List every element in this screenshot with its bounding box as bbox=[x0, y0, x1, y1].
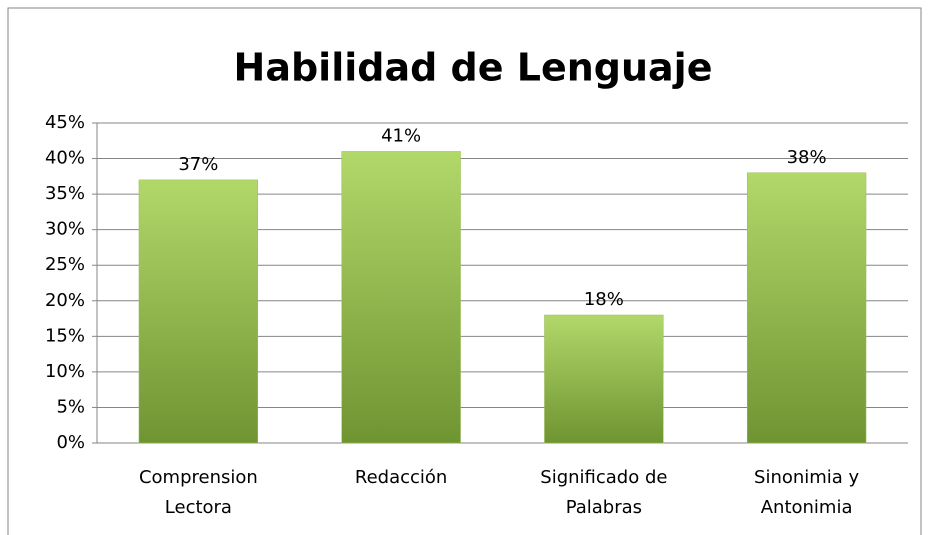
y-tick-label: 30% bbox=[45, 219, 85, 240]
bar bbox=[341, 151, 461, 444]
value-label: 37% bbox=[178, 154, 218, 175]
value-label: 38% bbox=[787, 147, 827, 168]
y-tick-label: 35% bbox=[45, 183, 85, 204]
value-label: 41% bbox=[381, 125, 421, 146]
y-tick-label: 40% bbox=[45, 148, 85, 169]
y-tick-label: 45% bbox=[45, 112, 85, 133]
x-tick-label: Significado de Palabras bbox=[540, 467, 667, 518]
x-tick-label: Comprension Lectora bbox=[139, 467, 258, 518]
x-tick-label: Sinonimia y Antonimia bbox=[754, 467, 860, 518]
chart-title: Habilidad de Lenguaje bbox=[234, 46, 713, 90]
x-tick-label: Redacción bbox=[355, 467, 447, 488]
bar bbox=[138, 179, 259, 444]
bar bbox=[544, 314, 664, 444]
y-tick-label: 0% bbox=[56, 432, 85, 453]
y-tick-label: 20% bbox=[45, 290, 85, 311]
y-tick-label: 5% bbox=[56, 396, 85, 417]
value-label: 18% bbox=[584, 289, 624, 310]
y-tick-label: 25% bbox=[45, 254, 85, 275]
bar bbox=[746, 172, 867, 444]
y-tick-label: 15% bbox=[45, 325, 85, 346]
y-tick-label: 10% bbox=[45, 361, 85, 382]
